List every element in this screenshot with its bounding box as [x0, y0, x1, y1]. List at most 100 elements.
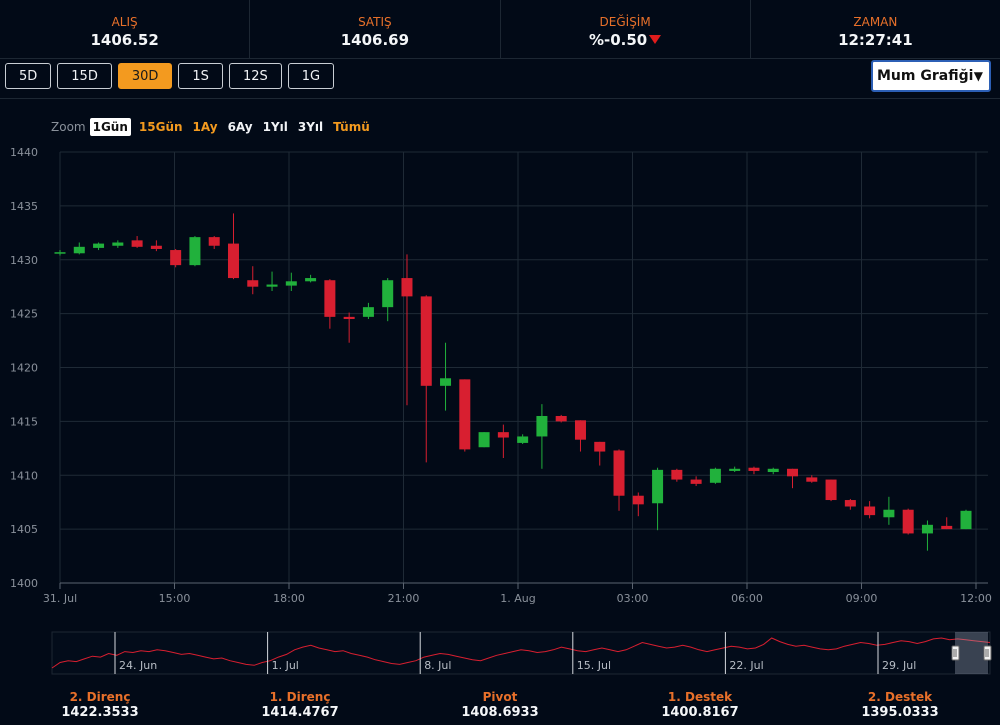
x-tick-label: 21:00	[388, 592, 420, 605]
y-tick-label: 1435	[10, 200, 38, 213]
pivot-label: 1. Destek	[667, 690, 733, 704]
x-tick-label: 09:00	[846, 592, 878, 605]
navigator-label: 8. Jul	[424, 659, 451, 672]
period-selector: 5D 15D 30D 1S 12S 1G	[5, 63, 340, 91]
y-tick-label: 1410	[10, 469, 38, 482]
candle-body	[632, 495, 644, 505]
quote-value: %-0.50	[588, 31, 648, 49]
x-tick-label: 06:00	[731, 592, 763, 605]
navigator-frame	[51, 631, 991, 675]
zoom-option-1ay[interactable]: 1Ay	[192, 120, 218, 134]
quote-label: ZAMAN	[853, 15, 898, 29]
candle-body	[555, 415, 567, 422]
candle-body	[285, 281, 297, 286]
candle-body	[613, 450, 625, 496]
candle-body	[305, 278, 317, 282]
period-button-15d[interactable]: 15D	[57, 63, 112, 89]
quote-time: ZAMAN 12:27:41	[751, 0, 1000, 58]
period-button-1s[interactable]: 1S	[178, 63, 223, 89]
candle-body	[921, 524, 933, 534]
candle-body	[324, 280, 336, 317]
candle-body	[440, 378, 452, 386]
y-tick-label: 1430	[10, 254, 38, 267]
pivot-levels: 2. Direnç 1422.3533 1. Direnç 1414.4767 …	[0, 690, 1000, 725]
zoom-option-3yil[interactable]: 3Yıl	[297, 120, 324, 134]
quote-value: 1406.69	[340, 31, 410, 49]
period-button-5d[interactable]: 5D	[5, 63, 52, 89]
candle-body	[574, 420, 586, 440]
candle-body	[883, 509, 895, 518]
candle-body	[941, 525, 953, 530]
zoom-option-tumu[interactable]: Tümü	[333, 120, 370, 134]
candle-body	[382, 280, 394, 308]
period-button-30d[interactable]: 30D	[117, 63, 173, 89]
navigator-label: 29. Jul	[882, 659, 916, 672]
candle-body	[170, 250, 182, 266]
x-tick-label: 18:00	[273, 592, 305, 605]
zoom-option-1gun[interactable]: 1Gün	[89, 118, 131, 136]
candle-body	[54, 252, 66, 254]
pivot-label: 2. Destek	[867, 690, 933, 704]
candle-body	[517, 436, 529, 443]
pivot-s1: 1. Destek 1400.8167	[600, 690, 800, 725]
navigator-series	[51, 637, 991, 669]
quote-value-wrap: %-0.50	[501, 31, 750, 49]
navigator-label: 24. Jun	[119, 659, 157, 672]
candle-body	[459, 379, 471, 450]
pivot-label: 2. Direnç	[69, 690, 131, 704]
navigator-label: 1. Jul	[272, 659, 299, 672]
y-tick-label: 1425	[10, 308, 38, 321]
candle-body	[787, 468, 799, 477]
chart-type-select[interactable]: Mum Grafiği ▼	[871, 60, 991, 92]
navigator-label: 15. Jul	[577, 659, 611, 672]
zoom-label: Zoom	[51, 120, 86, 134]
candle-body	[266, 284, 278, 287]
candle-body	[729, 468, 741, 471]
zoom-option-1yil[interactable]: 1Yıl	[262, 120, 288, 134]
pivot-p: Pivot 1408.6933	[400, 690, 600, 725]
quote-ask: SATIŞ 1406.69	[250, 0, 501, 58]
navigator[interactable]: 24. Jun 1. Jul 8. Jul 15. Jul 22. Jul 29. Jul	[0, 630, 1000, 678]
pivot-r2: 2. Direnç 1422.3533	[0, 690, 200, 725]
x-tick-label: 15:00	[159, 592, 191, 605]
y-tick-label: 1405	[10, 523, 38, 536]
x-tick-label: 1. Aug	[500, 592, 535, 605]
navigator-selection[interactable]	[955, 632, 988, 674]
chart-type-value: Mum Grafiği	[877, 68, 974, 84]
quote-label: SATIŞ	[358, 15, 392, 29]
pivot-r1: 1. Direnç 1414.4767	[200, 690, 400, 725]
quote-label: ALIŞ	[111, 15, 138, 29]
pivot-value: 1408.6933	[461, 705, 539, 720]
quote-change: DEĞİŞİM %-0.50	[501, 0, 751, 58]
period-button-1g[interactable]: 1G	[287, 63, 335, 89]
period-button-12s[interactable]: 12S	[228, 63, 282, 89]
pivot-label: Pivot	[482, 690, 518, 704]
zoom-option-6ay[interactable]: 6Ay	[227, 120, 253, 134]
candle-body	[131, 240, 143, 247]
candle-body	[73, 246, 85, 254]
dropdown-arrow-icon: ▼	[973, 69, 983, 83]
pivot-value: 1414.4767	[261, 705, 339, 720]
zoom-option-15gun[interactable]: 15Gün	[138, 120, 183, 134]
candle-body	[902, 509, 914, 534]
candle-body	[401, 278, 413, 297]
candle-body	[497, 432, 509, 438]
candle-body	[227, 243, 239, 279]
candle-body	[960, 510, 972, 530]
arrow-down-icon	[649, 35, 662, 44]
candle-body	[709, 468, 721, 483]
quote-value: 12:27:41	[838, 31, 913, 49]
zoom-selector: Zoom 1Gün 15Gün 1Ay 6Ay 1Yıl 3Yıl Tümü	[51, 116, 378, 138]
pivot-label: 1. Direnç	[269, 690, 331, 704]
candle-body	[247, 280, 259, 287]
candlestick-chart[interactable]: 1400 1405 1410 1415 1420 1425 1430 1435 1440 31. …	[0, 140, 1000, 610]
pivot-value: 1400.8167	[661, 705, 739, 720]
x-tick-label: 03:00	[617, 592, 649, 605]
candle-body	[844, 500, 856, 507]
candle-body	[748, 467, 760, 471]
quote-value: 1406.52	[90, 31, 159, 49]
candle-body	[806, 477, 818, 482]
candle-body	[825, 479, 837, 501]
candle-body	[362, 307, 374, 317]
y-tick-label: 1440	[10, 146, 38, 159]
